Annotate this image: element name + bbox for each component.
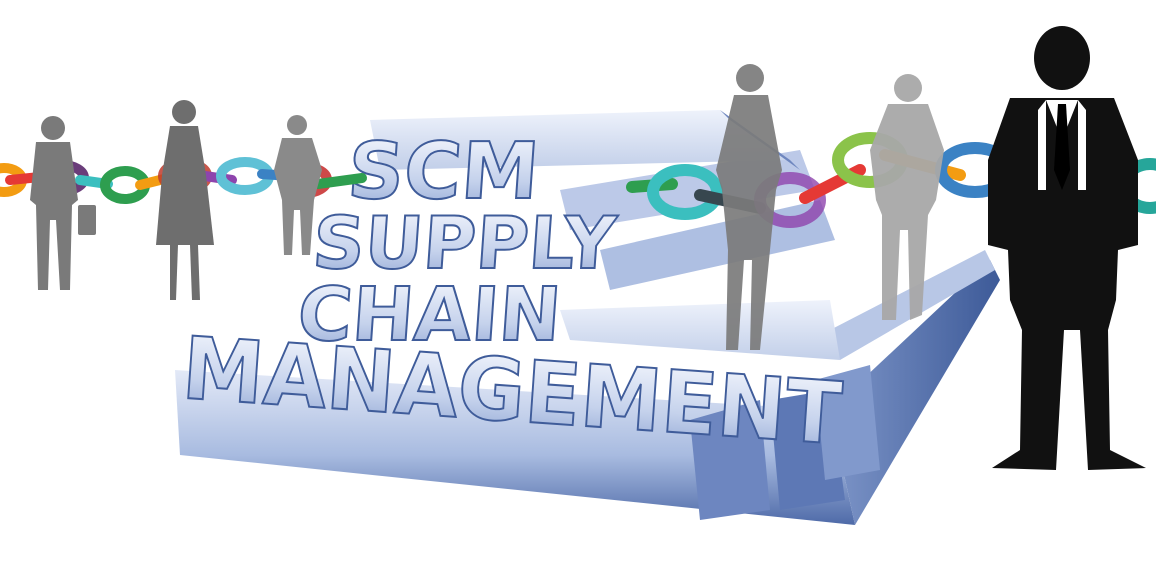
heading-chain: CHAIN bbox=[295, 272, 564, 358]
silhouette-woman-center bbox=[716, 64, 782, 350]
heading-supply: SUPPLY bbox=[310, 201, 619, 285]
silhouette-man-left bbox=[30, 116, 96, 290]
heading-scm: SCM bbox=[345, 127, 542, 217]
silhouette-man-light bbox=[870, 74, 944, 320]
heading-words: SCM SUPPLY CHAIN MANAGEMENT bbox=[178, 126, 846, 466]
silhouette-businessman-right bbox=[988, 26, 1146, 470]
silhouette-woman-left bbox=[156, 100, 214, 300]
silhouette-man-small bbox=[274, 115, 322, 255]
